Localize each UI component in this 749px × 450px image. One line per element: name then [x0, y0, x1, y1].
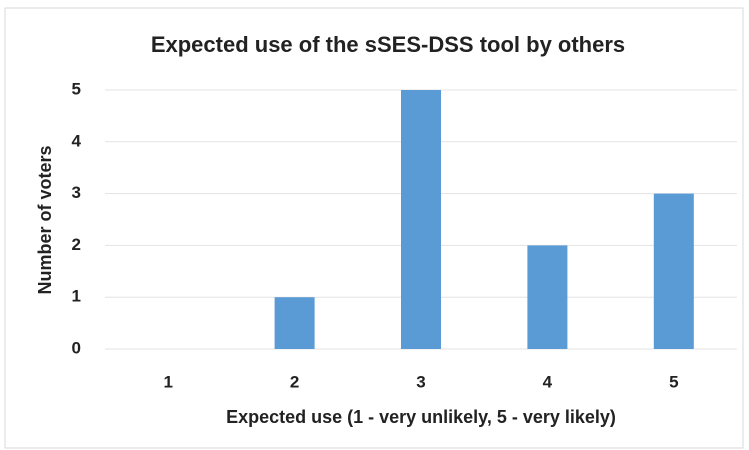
- x-tick-label: 2: [290, 372, 299, 391]
- bar: [274, 297, 315, 349]
- bar: [527, 245, 568, 349]
- chart-border: [4, 7, 744, 449]
- bar: [401, 90, 441, 349]
- bar: [653, 193, 694, 349]
- y-tick-label: 2: [72, 235, 81, 254]
- x-tick-label: 4: [543, 372, 553, 391]
- y-tick-label: 1: [72, 287, 81, 306]
- y-tick-label: 4: [72, 131, 82, 150]
- y-tick-label: 5: [72, 79, 81, 98]
- y-tick-label: 3: [72, 183, 81, 202]
- x-tick-label: 3: [416, 372, 425, 391]
- x-tick-label: 1: [163, 372, 172, 391]
- x-tick-label: 5: [669, 372, 678, 391]
- x-axis-label: Expected use (1 - very unlikely, 5 - ver…: [226, 407, 616, 427]
- y-tick-label: 0: [72, 338, 81, 357]
- y-axis-label: Number of voters: [35, 145, 55, 294]
- chart-title: Expected use of the sSES-DSS tool by oth…: [151, 32, 625, 57]
